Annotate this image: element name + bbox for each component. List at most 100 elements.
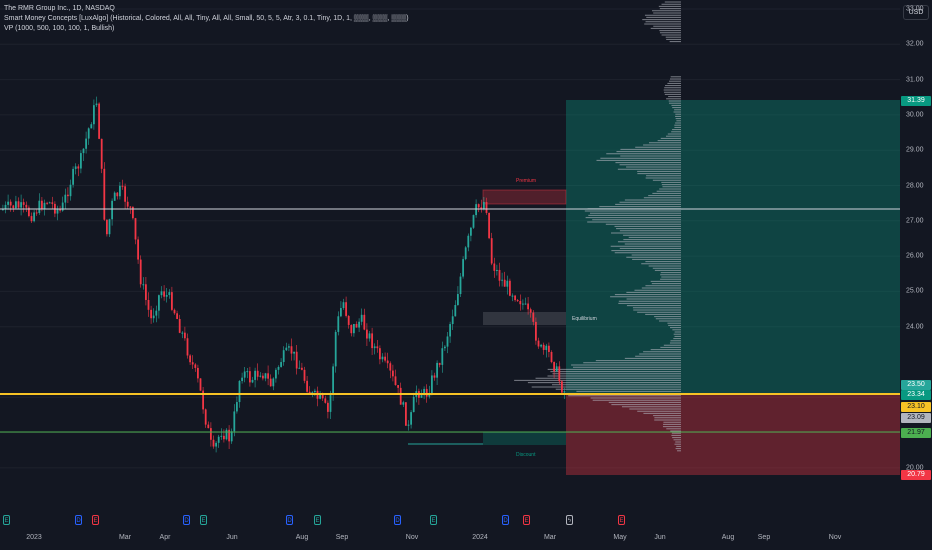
equilibrium-label: Equilibrium: [572, 316, 597, 322]
candle-body: [485, 202, 488, 213]
candle-body: [59, 209, 61, 211]
price-tag: 23.09: [901, 413, 931, 423]
candle-body: [519, 300, 522, 305]
candle-body: [155, 310, 158, 316]
event-marker[interactable]: E: [200, 515, 207, 525]
price-chart-canvas[interactable]: [0, 0, 900, 528]
candle-body: [433, 375, 436, 378]
candle-body: [51, 202, 54, 204]
candle-body: [264, 373, 267, 379]
candle-body: [93, 105, 95, 125]
candle-body: [402, 402, 405, 405]
event-marker[interactable]: D: [75, 515, 82, 525]
candle-body: [251, 379, 254, 383]
candle-body: [459, 276, 462, 295]
candle-body: [477, 204, 480, 208]
smc-indicator-label[interactable]: Smart Money Concepts [LuxAlgo] (Historic…: [4, 15, 409, 22]
candle-body: [139, 259, 142, 285]
candle-body: [171, 292, 173, 310]
candle-body: [345, 302, 347, 316]
candle-body: [150, 309, 152, 319]
event-marker[interactable]: E: [523, 515, 530, 525]
event-marker[interactable]: D: [502, 515, 509, 525]
time-axis-label: Nov: [828, 534, 842, 541]
price-tag: 23.34: [901, 390, 931, 400]
candle-body: [301, 367, 303, 370]
time-axis-label: Jun: [226, 534, 238, 541]
price-tag: 31.39: [901, 96, 931, 106]
candle-body: [134, 218, 137, 240]
time-axis-label: 2023: [26, 534, 42, 541]
candle-body: [4, 204, 7, 210]
candle-body: [405, 402, 407, 426]
candle-body: [48, 202, 51, 204]
candle-body: [350, 324, 353, 334]
candle-body: [545, 345, 548, 350]
candle-body: [178, 318, 181, 333]
event-marker[interactable]: E: [314, 515, 321, 525]
candle-body: [540, 344, 542, 347]
event-marker[interactable]: E: [92, 515, 99, 525]
candle-body: [451, 316, 454, 325]
event-marker[interactable]: D: [394, 515, 401, 525]
candle-body: [124, 186, 126, 202]
time-axis[interactable]: [0, 528, 932, 550]
event-marker[interactable]: E: [430, 515, 437, 525]
candle-body: [181, 332, 184, 334]
candle-body: [160, 291, 163, 296]
price-tick-label: 28.00: [906, 182, 924, 189]
event-marker[interactable]: E: [618, 515, 625, 525]
candle-body: [116, 192, 119, 197]
candle-body: [384, 356, 386, 361]
candle-body: [535, 321, 537, 341]
candle-body: [392, 370, 394, 377]
candle-body: [324, 398, 327, 403]
vp-indicator-label[interactable]: VP (1000, 500, 100, 100, 1, Bullish): [4, 25, 115, 32]
currency-button[interactable]: USD: [903, 5, 929, 20]
candle-body: [241, 377, 243, 381]
event-marker[interactable]: D: [183, 515, 190, 525]
candle-body: [280, 362, 282, 367]
candle-body: [462, 259, 464, 277]
candle-body: [95, 103, 98, 106]
candle-body: [524, 303, 527, 305]
candle-body: [288, 346, 290, 348]
candle-body: [353, 323, 355, 334]
price-axis[interactable]: [900, 0, 932, 528]
event-marker[interactable]: D: [286, 515, 293, 525]
time-axis-label: Mar: [543, 534, 557, 541]
candle-body: [277, 366, 280, 370]
candle-body: [306, 380, 308, 392]
candle-body: [41, 200, 43, 210]
premium-label: Premium: [516, 178, 537, 184]
candle-body: [558, 366, 561, 382]
candle-body: [381, 356, 384, 360]
candle-body: [9, 201, 12, 206]
candle-body: [561, 381, 563, 393]
candle-body: [230, 431, 233, 442]
event-marker[interactable]: ϟ: [566, 515, 573, 525]
candle-body: [511, 295, 514, 297]
candle-body: [334, 331, 337, 367]
candle-body: [347, 315, 350, 325]
candle-body: [394, 376, 397, 386]
candle-body: [90, 124, 93, 129]
premium-zone: [482, 189, 567, 205]
candle-body: [163, 291, 165, 297]
candle-body: [423, 388, 425, 396]
candle-body: [204, 409, 207, 425]
candle-body: [282, 350, 285, 363]
candle-body: [233, 411, 236, 432]
event-marker[interactable]: E: [3, 515, 10, 525]
candle-body: [340, 308, 342, 317]
long-position-loss-zone[interactable]: [566, 393, 900, 475]
symbol-title[interactable]: The RMR Group Inc., 1D, NASDAQ: [4, 5, 115, 12]
candle-body: [379, 348, 381, 360]
candle-body: [199, 378, 202, 391]
candle-body: [137, 239, 139, 260]
candle-body: [441, 348, 444, 365]
candle-body: [61, 202, 64, 211]
candle-body: [298, 367, 301, 369]
candle-body: [212, 439, 215, 447]
candle-body: [69, 184, 72, 197]
